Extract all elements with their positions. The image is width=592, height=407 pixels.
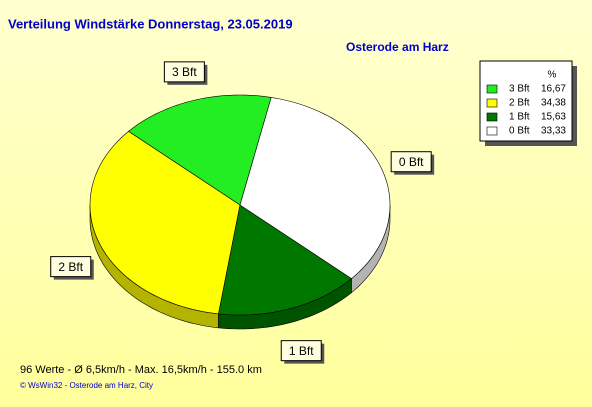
callout-box bbox=[50, 256, 92, 278]
legend-value: 34,38 bbox=[541, 98, 566, 109]
pie-slice bbox=[239, 97, 391, 279]
pie-slice bbox=[89, 131, 241, 315]
callout-box bbox=[390, 151, 432, 173]
copyright: © WsWin32 - Osterode am Harz, City bbox=[20, 381, 153, 390]
legend-swatch bbox=[486, 84, 498, 94]
pie-slice bbox=[218, 204, 353, 316]
legend-swatch bbox=[486, 112, 498, 122]
legend: 3 Bft 16,67 2 Bft 34,38 1 Bft 15,63 0 Bft 33,33 bbox=[486, 84, 566, 137]
pie-slice bbox=[128, 94, 272, 206]
chart-subtitle: Osterode am Harz bbox=[346, 40, 449, 54]
legend-label: 2 Bft bbox=[509, 98, 530, 109]
legend-value: 16,67 bbox=[541, 84, 566, 95]
legend-swatch bbox=[486, 98, 498, 108]
callout-box bbox=[163, 61, 205, 83]
pie: 3 Bft 2 Bft 1 Bft 0 Bft bbox=[50, 61, 435, 364]
legend-label: 0 Bft bbox=[509, 126, 530, 137]
footer: 96 Werte - Ø 6,5km/h - Max. 16,5km/h - 1… bbox=[20, 364, 262, 376]
legend-header: % bbox=[548, 70, 557, 81]
callout-label: 0 Bft bbox=[399, 155, 424, 169]
callout-label: 3 Bft bbox=[172, 65, 197, 79]
legend-value: 15,63 bbox=[541, 112, 566, 123]
legend-swatch bbox=[486, 126, 498, 136]
callout-label: 1 Bft bbox=[289, 344, 314, 358]
chart-title: Verteilung Windstärke Donnerstag, 23.05.… bbox=[8, 16, 293, 31]
legend-value: 33,33 bbox=[541, 126, 566, 137]
legend-label: 3 Bft bbox=[509, 84, 530, 95]
legend-label: 1 Bft bbox=[509, 112, 530, 123]
callout-box bbox=[280, 340, 322, 362]
callout-label: 2 Bft bbox=[58, 260, 83, 274]
